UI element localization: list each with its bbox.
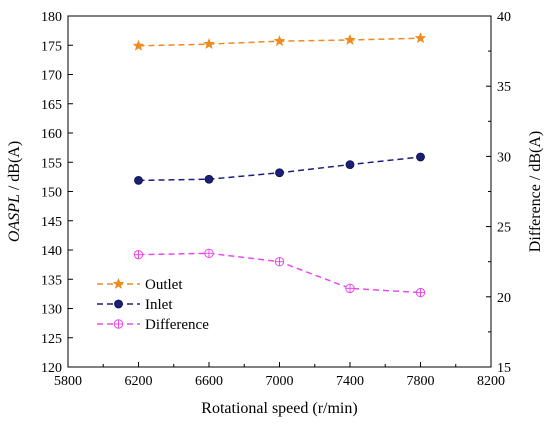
data-point-difference (204, 248, 214, 258)
data-point-outlet (273, 34, 286, 47)
legend-label-difference: Difference (145, 317, 209, 333)
x-tick-label: 8200 (477, 374, 505, 389)
y-axis-right-title: Difference / dB(A) (527, 131, 544, 252)
y-left-tick-label: 120 (41, 361, 62, 376)
x-tick-label: 5800 (54, 374, 82, 389)
plot-area (132, 32, 427, 298)
x-tick-label: 6600 (195, 374, 223, 389)
y-left-tick-label: 140 (41, 244, 62, 259)
data-point-difference (133, 249, 144, 260)
y-right-tick-label: 15 (497, 361, 511, 376)
y-left-tick-label: 145 (41, 215, 62, 230)
legend: Outlet Inlet Difference (97, 277, 209, 333)
y-left-tick-label: 155 (41, 156, 62, 171)
legend-item-difference: Difference (97, 317, 209, 333)
x-tick-label: 6200 (125, 374, 153, 389)
y-right-tick-label: 40 (497, 10, 511, 25)
data-point-inlet (275, 168, 284, 178)
legend-marker-outlet (112, 277, 125, 290)
x-tick-label: 7800 (407, 374, 435, 389)
y-left-tick-label: 170 (41, 69, 62, 84)
y-axis-left-title-italic: OASPL (6, 194, 23, 242)
data-point-inlet (134, 175, 143, 185)
legend-marker-inlet (114, 299, 123, 309)
axes: 5800 6200 6600 7000 7400 7800 8200 120 125 130 135… (41, 10, 511, 389)
data-point-inlet (345, 160, 355, 169)
data-point-difference (345, 283, 355, 294)
legend-label-outlet: Outlet (145, 277, 183, 293)
legend-item-inlet: Inlet (97, 297, 173, 313)
y-axis-left-title-unit: / dB(A) (6, 141, 23, 194)
data-point-outlet (203, 37, 215, 50)
y-right-tick-label: 30 (497, 150, 511, 165)
data-point-difference (274, 257, 285, 267)
legend-marker-difference (113, 319, 124, 329)
y-left-tick-label: 130 (41, 303, 62, 318)
y-left-tick-label: 125 (41, 332, 62, 347)
data-point-inlet (204, 174, 214, 184)
y-left-tick-label: 180 (41, 10, 62, 25)
y-right-tick-label: 25 (497, 221, 511, 236)
y-left-tick-label: 175 (41, 39, 62, 54)
data-point-outlet (132, 39, 145, 51)
y-right-tick-label: 20 (497, 291, 511, 306)
data-point-difference (415, 287, 426, 298)
data-point-outlet (414, 32, 427, 44)
x-axis-title: Rotational speed (r/min) (201, 400, 357, 417)
plot-frame (67, 15, 492, 368)
y-right-tick-label: 35 (497, 80, 511, 95)
data-point-inlet (416, 152, 425, 162)
x-tick-label: 7400 (336, 374, 364, 389)
legend-label-inlet: Inlet (145, 297, 173, 313)
y-left-tick-label: 150 (41, 186, 62, 201)
legend-item-outlet: Outlet (97, 277, 183, 293)
y-left-tick-label: 135 (41, 273, 62, 288)
data-point-outlet (344, 33, 356, 46)
y-left-tick-label: 160 (41, 127, 62, 142)
x-tick-label: 7000 (266, 374, 294, 389)
y-left-tick-label: 165 (41, 98, 62, 113)
y-axis-left-title: OASPL / dB(A) (6, 141, 23, 242)
